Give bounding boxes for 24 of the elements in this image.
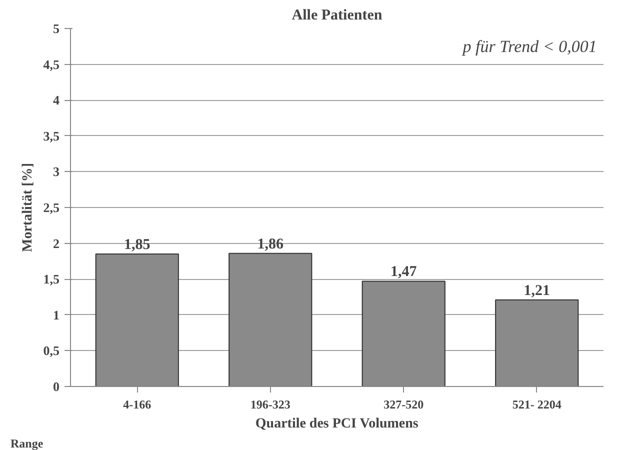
y-axis-title: Mortalität [%] — [20, 162, 36, 252]
y-tick-label: 2,5 — [43, 200, 60, 215]
chart-title: Alle Patienten — [292, 8, 383, 24]
x-tick-label: 196-323 — [250, 398, 290, 412]
x-tick-label: 521- 2204 — [512, 398, 562, 412]
x-axis-title: Quartile des PCI Volumens — [255, 416, 419, 432]
y-tick-label: 1 — [53, 307, 60, 322]
text: Range — [10, 436, 44, 450]
y-tick-label: 5 — [53, 21, 60, 36]
y-tick-label: 3 — [53, 164, 60, 180]
y-tick-label: 4,5 — [43, 56, 60, 72]
y-tick-label: 4 — [53, 92, 60, 108]
y-tick-label: 0 — [53, 379, 60, 394]
x-tick-label: 4-166 — [123, 398, 152, 412]
y-tick-label: 3,5 — [43, 128, 60, 144]
data-label: 1,86 — [257, 236, 284, 252]
x-tick-label: 327-520 — [384, 398, 424, 412]
data-label: 1,85 — [124, 237, 150, 254]
data-label: 1,21 — [524, 282, 550, 299]
y-tick-label: 0,5 — [43, 343, 60, 358]
data-label: 1,47 — [390, 264, 418, 280]
y-tick-label: 2 — [53, 236, 60, 251]
y-tick-label: 1,5 — [43, 272, 60, 287]
annotation: p für Trend < 0,001 — [462, 37, 597, 56]
